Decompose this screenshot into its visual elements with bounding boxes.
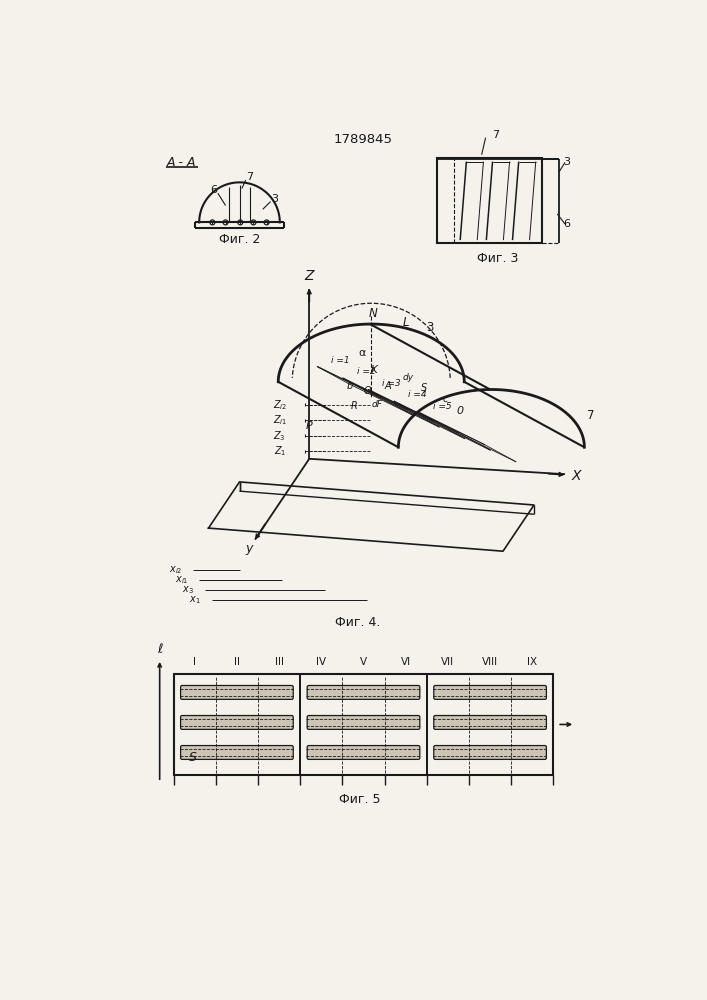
- Text: 7: 7: [493, 130, 500, 140]
- Text: Фиг. 4.: Фиг. 4.: [335, 616, 381, 629]
- Text: 0: 0: [457, 406, 464, 416]
- Text: VIII: VIII: [482, 657, 498, 667]
- Text: I: I: [193, 657, 197, 667]
- Text: dF: dF: [372, 400, 383, 409]
- Text: $Z_1$: $Z_1$: [274, 444, 286, 458]
- Text: X: X: [572, 469, 581, 483]
- Text: dy: dy: [403, 373, 414, 382]
- Text: b: b: [346, 381, 353, 391]
- FancyBboxPatch shape: [180, 746, 293, 759]
- FancyBboxPatch shape: [434, 746, 547, 759]
- Text: А - А: А - А: [167, 156, 196, 169]
- Text: 6: 6: [563, 219, 570, 229]
- Bar: [174, 674, 300, 774]
- Text: $x_{i2}$: $x_{i2}$: [169, 565, 182, 576]
- FancyBboxPatch shape: [434, 685, 547, 699]
- Text: Фиг. 5: Фиг. 5: [339, 793, 380, 806]
- Text: VI: VI: [401, 657, 411, 667]
- FancyBboxPatch shape: [307, 746, 420, 759]
- Text: IV: IV: [316, 657, 327, 667]
- Bar: [174, 674, 554, 774]
- Text: IX: IX: [527, 657, 537, 667]
- Text: R: R: [351, 401, 358, 411]
- Text: A: A: [385, 381, 392, 391]
- Text: P: P: [306, 421, 312, 431]
- Text: $Z_3$: $Z_3$: [274, 429, 286, 443]
- Text: 7: 7: [246, 172, 253, 182]
- FancyBboxPatch shape: [180, 685, 293, 699]
- Text: 3: 3: [271, 194, 278, 204]
- Text: 3: 3: [426, 321, 433, 334]
- FancyBboxPatch shape: [434, 716, 547, 729]
- Text: K: K: [371, 365, 378, 375]
- Bar: [300, 674, 427, 774]
- Text: 6: 6: [211, 185, 218, 195]
- Text: $x_3$: $x_3$: [182, 585, 194, 596]
- Text: V: V: [360, 657, 367, 667]
- Text: VII: VII: [441, 657, 455, 667]
- FancyBboxPatch shape: [307, 716, 420, 729]
- Text: α: α: [358, 348, 366, 358]
- FancyBboxPatch shape: [180, 716, 293, 729]
- Text: 3: 3: [563, 157, 570, 167]
- Bar: [427, 674, 554, 774]
- Text: i =1: i =1: [331, 356, 349, 365]
- Text: S: S: [421, 383, 427, 393]
- Text: 1789845: 1789845: [333, 133, 392, 146]
- Text: O: O: [363, 386, 371, 396]
- Text: i =4: i =4: [408, 390, 426, 399]
- Text: L: L: [403, 316, 409, 329]
- Text: i =3: i =3: [382, 379, 401, 388]
- Bar: [437, 158, 542, 243]
- Text: Фиг. 2: Фиг. 2: [218, 233, 260, 246]
- Text: y: y: [245, 542, 252, 555]
- Text: Z: Z: [305, 269, 314, 283]
- Text: c: c: [442, 394, 448, 404]
- Text: 7: 7: [587, 409, 595, 422]
- Text: ℓ: ℓ: [157, 643, 163, 656]
- Text: $x_1$: $x_1$: [189, 595, 200, 606]
- Text: S: S: [189, 751, 197, 764]
- Text: i =2: i =2: [356, 367, 375, 376]
- FancyBboxPatch shape: [307, 685, 420, 699]
- Text: $Z_{i1}$: $Z_{i1}$: [273, 413, 287, 427]
- Text: III: III: [274, 657, 284, 667]
- Text: $Z_{i2}$: $Z_{i2}$: [273, 398, 287, 412]
- Text: $x_{i1}$: $x_{i1}$: [175, 575, 189, 586]
- Text: N: N: [368, 307, 377, 320]
- Text: II: II: [234, 657, 240, 667]
- Text: Фиг. 3: Фиг. 3: [477, 252, 519, 265]
- Text: i =5: i =5: [433, 402, 452, 411]
